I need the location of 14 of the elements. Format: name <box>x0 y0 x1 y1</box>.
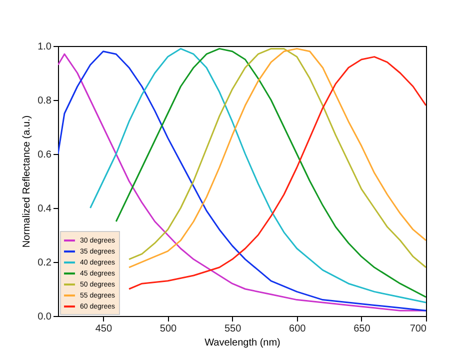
y-tick-label: 0.4 <box>38 204 52 214</box>
y-axis-title: Normalized Reflectance (a.u.) <box>22 115 33 248</box>
y-tick-label: 0.2 <box>38 258 52 268</box>
y-tick-label: 0.0 <box>38 312 52 322</box>
x-tick-label: 500 <box>160 324 178 334</box>
x-tick-label: 650 <box>354 324 371 334</box>
x-tick-label: 450 <box>95 324 112 334</box>
x-tick-label: 550 <box>224 324 242 334</box>
x-tick-label: 700 <box>410 324 427 334</box>
x-tick-label: 600 <box>289 324 306 334</box>
y-tick-label: 0.6 <box>38 150 52 160</box>
y-tick-label: 1.0 <box>38 42 52 52</box>
y-tick-label: 0.8 <box>38 96 52 106</box>
x-axis-title: Wavelength (nm) <box>204 338 280 348</box>
